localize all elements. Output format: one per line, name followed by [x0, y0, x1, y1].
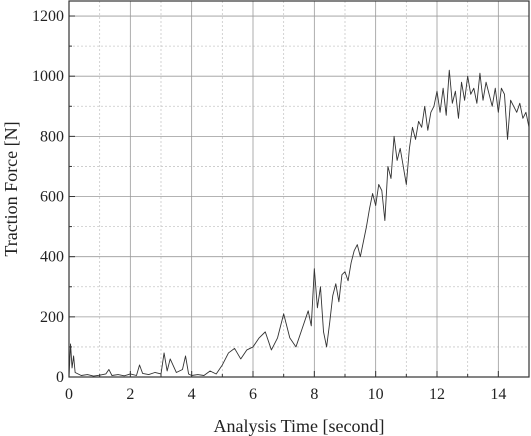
y-tick-label: 400	[40, 249, 64, 266]
x-tick-labels: 0 2 4 6 8 10 12 14	[65, 386, 506, 403]
plot-background	[69, 1, 529, 377]
major-grid	[69, 1, 529, 377]
tick-marks	[68, 15, 499, 378]
y-tick-label: 1000	[32, 68, 64, 85]
x-tick-label: 12	[429, 386, 445, 403]
x-tick-label: 14	[490, 386, 506, 403]
x-tick-label: 2	[126, 386, 134, 403]
y-tick-label: 200	[40, 309, 64, 326]
plot-frame	[68, 0, 530, 378]
y-tick-label: 0	[56, 369, 64, 386]
y-tick-labels: 0 200 400 600 800 1000 1200	[32, 8, 64, 386]
x-tick-label: 8	[310, 386, 318, 403]
y-tick-label: 600	[40, 189, 64, 206]
y-tick-label: 800	[40, 128, 64, 145]
x-tick-label: 6	[249, 386, 257, 403]
series-group	[68, 69, 530, 378]
x-tick-label: 0	[65, 386, 73, 403]
x-tick-label: 10	[368, 386, 384, 403]
traction-force-series-line	[68, 69, 530, 378]
x-axis-label: Analysis Time [second]	[214, 416, 385, 436]
minor-grid	[69, 1, 529, 377]
x-tick-label: 4	[188, 386, 196, 403]
y-axis-label: Traction Force [N]	[1, 121, 21, 256]
y-tick-label: 1200	[32, 8, 64, 25]
